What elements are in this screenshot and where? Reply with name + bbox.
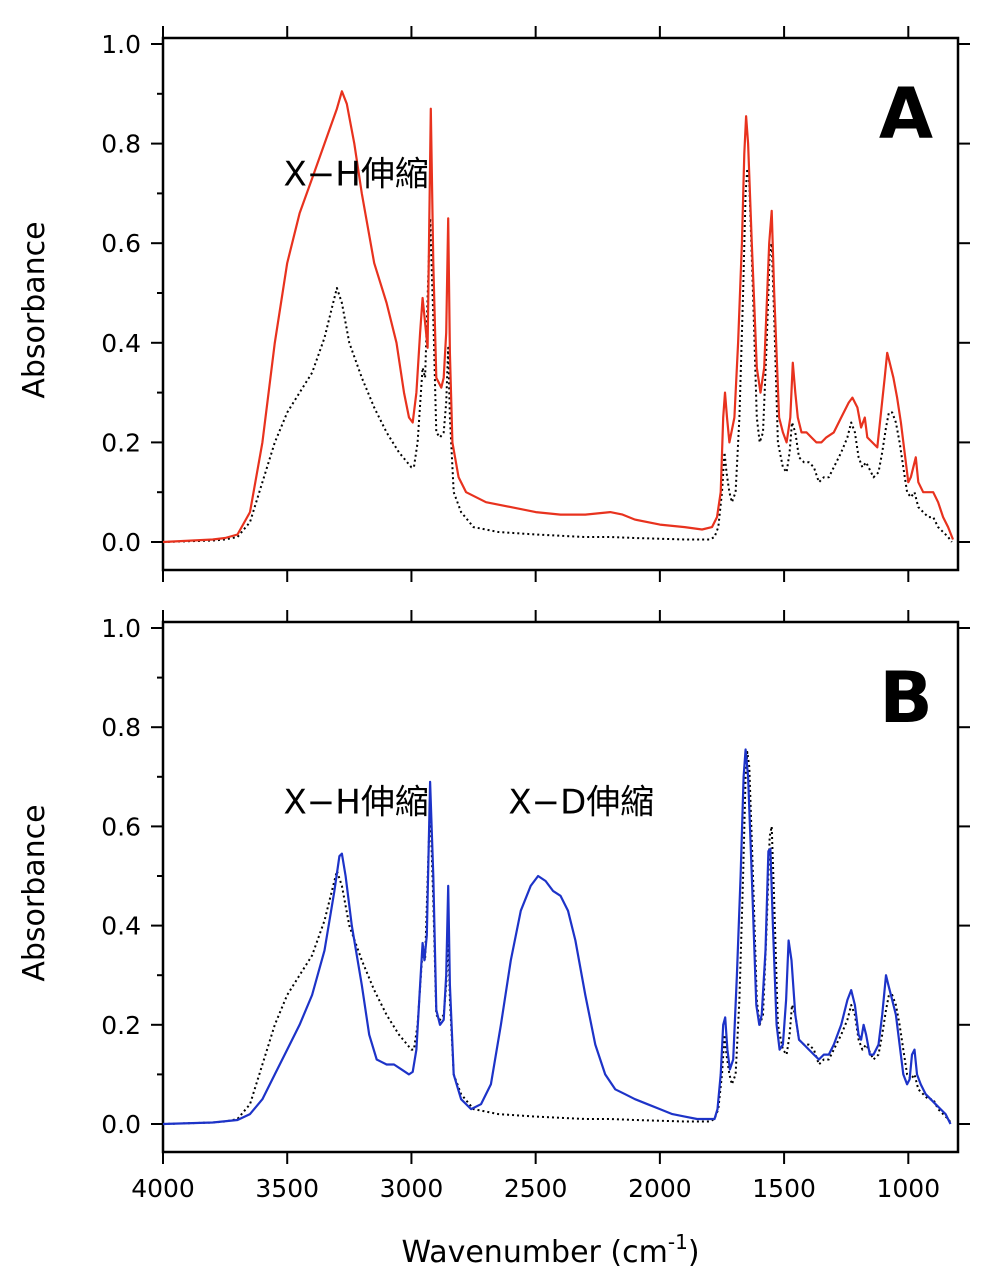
panel-letter: B bbox=[879, 657, 932, 739]
y-tick-label: 0.6 bbox=[101, 812, 141, 841]
y-tick-label: 0.0 bbox=[101, 1110, 141, 1139]
y-axis-title: Absorbance bbox=[17, 804, 52, 981]
x-tick-label: 1000 bbox=[877, 1174, 941, 1203]
y-tick-label: 0.0 bbox=[101, 528, 141, 557]
y-tick-label: 0.2 bbox=[101, 428, 141, 457]
y-tick-label: 0.8 bbox=[101, 130, 141, 159]
y-tick-label: 1.0 bbox=[101, 30, 141, 59]
annotation-label: X−H伸縮 bbox=[283, 154, 428, 194]
plot-frame bbox=[161, 36, 960, 572]
y-tick-label: 1.0 bbox=[101, 614, 141, 643]
series-line-sample bbox=[163, 90, 955, 544]
panel-b: 0.0 0.2 0.4 0.6 0.8 1.0 4000 3500 3000 2500 2000 15… bbox=[17, 610, 970, 1270]
plot-frame bbox=[161, 620, 960, 1154]
series-line-sample bbox=[163, 748, 952, 1126]
y-axis-title: Absorbance bbox=[17, 221, 52, 398]
series-group bbox=[163, 90, 955, 544]
series-line-reference bbox=[163, 751, 953, 1125]
x-axis-title: Wavenumber (cm-1) bbox=[401, 1230, 699, 1270]
x-tick-label: 2000 bbox=[628, 1174, 692, 1203]
annotation-label: X−H伸縮 bbox=[283, 783, 428, 823]
y-tick-label: 0.4 bbox=[101, 912, 141, 941]
x-tick-label: 1500 bbox=[752, 1174, 816, 1203]
x-tick-label: 3500 bbox=[255, 1174, 319, 1203]
y-tick-label: 0.6 bbox=[101, 229, 141, 258]
series-line-reference bbox=[163, 167, 953, 543]
panel-letter: A bbox=[879, 73, 933, 155]
y-tick-label: 0.4 bbox=[101, 329, 141, 358]
annotation-label: X−D伸縮 bbox=[508, 783, 654, 823]
y-tick-label: 0.2 bbox=[101, 1011, 141, 1040]
x-tick-label: 4000 bbox=[131, 1174, 195, 1203]
panel-a: 0.0 0.2 0.4 0.6 0.8 1.0 Absorbance A X−H伸縮 bbox=[17, 26, 970, 582]
x-tick-label: 3000 bbox=[380, 1174, 444, 1203]
x-tick-label: 2500 bbox=[504, 1174, 568, 1203]
y-tick-label: 0.8 bbox=[101, 713, 141, 742]
series-group bbox=[163, 748, 953, 1126]
